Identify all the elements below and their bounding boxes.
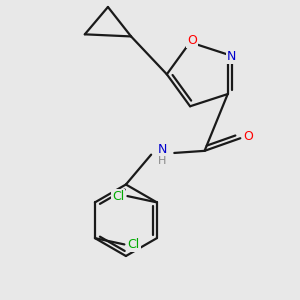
Text: N: N <box>227 50 237 63</box>
Text: Cl: Cl <box>128 238 140 251</box>
Text: O: O <box>243 130 253 142</box>
Text: N: N <box>158 143 167 156</box>
Text: H: H <box>158 156 167 167</box>
Text: Cl: Cl <box>112 190 124 202</box>
Text: O: O <box>187 34 197 47</box>
